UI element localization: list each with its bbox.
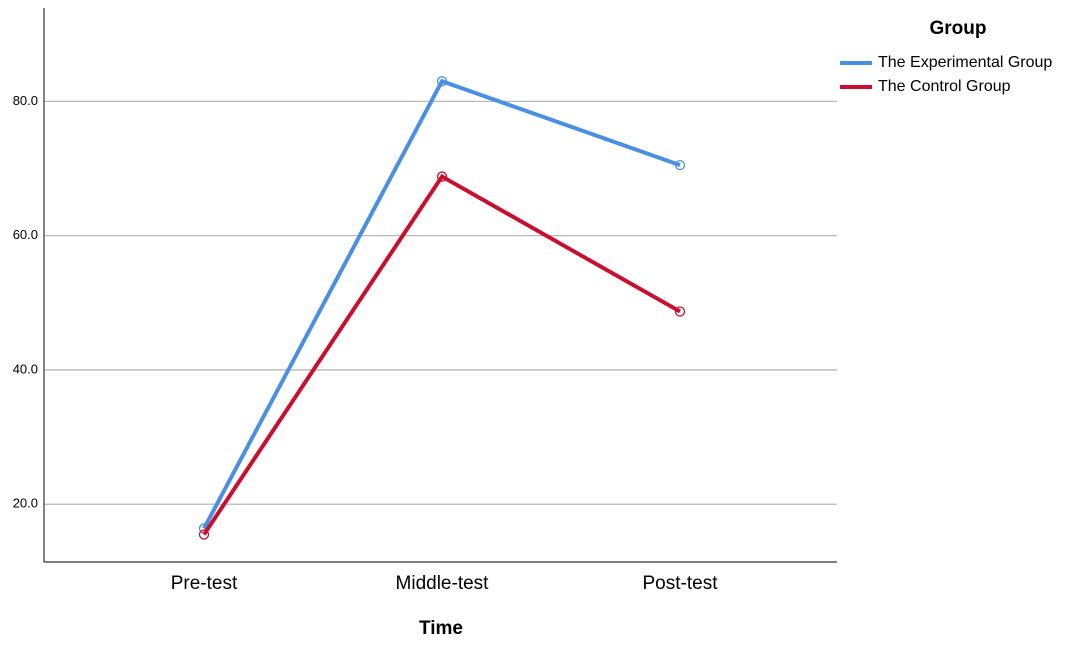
point-marker xyxy=(674,306,686,317)
legend-label: The Control Group xyxy=(878,78,1011,95)
legend-label: The Experimental Group xyxy=(878,54,1052,71)
x-tick-label: Post-test xyxy=(643,573,719,594)
series-line xyxy=(202,173,681,536)
series-line xyxy=(202,78,681,530)
y-tick-label: 20.0 xyxy=(13,496,38,511)
x-tick-label: Middle-test xyxy=(396,573,490,594)
point-marker xyxy=(436,76,448,87)
y-tick-label: 40.0 xyxy=(13,361,38,376)
y-tick-label: 80.0 xyxy=(13,93,38,108)
y-tick-label: 60.0 xyxy=(13,227,38,242)
point-marker xyxy=(198,529,210,540)
point-marker xyxy=(674,159,686,171)
legend-title: Group xyxy=(930,18,987,39)
point-marker xyxy=(436,171,448,182)
x-axis-title: Time xyxy=(419,618,463,639)
x-tick-label: Pre-test xyxy=(171,573,238,594)
